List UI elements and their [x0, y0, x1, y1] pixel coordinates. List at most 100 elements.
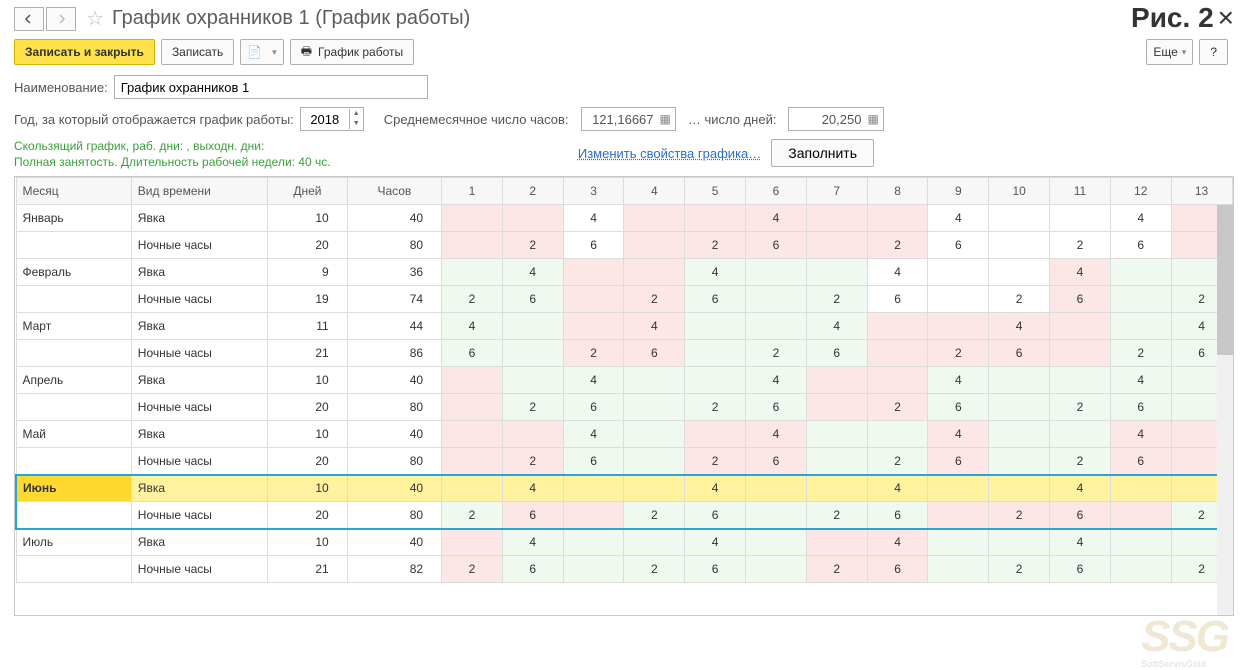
day-cell[interactable]	[502, 367, 563, 394]
day-cell[interactable]	[867, 340, 928, 367]
table-row[interactable]: МайЯвка10404444	[16, 421, 1232, 448]
col-header-day[interactable]: 9	[928, 178, 989, 205]
day-cell[interactable]: 4	[563, 421, 624, 448]
day-cell[interactable]: 4	[806, 313, 867, 340]
day-cell[interactable]	[563, 475, 624, 502]
day-cell[interactable]	[685, 313, 746, 340]
day-cell[interactable]	[928, 259, 989, 286]
day-cell[interactable]	[1110, 556, 1171, 583]
day-cell[interactable]	[1050, 421, 1111, 448]
day-cell[interactable]: 6	[502, 556, 563, 583]
table-row[interactable]: ФевральЯвка9364444	[16, 259, 1232, 286]
day-cell[interactable]	[1110, 313, 1171, 340]
day-cell[interactable]	[989, 232, 1050, 259]
calc-icon[interactable]: ▦	[867, 112, 878, 126]
year-up-icon[interactable]: ▲	[350, 109, 363, 119]
more-button[interactable]: Еще	[1146, 39, 1193, 65]
day-cell[interactable]: 2	[502, 394, 563, 421]
day-cell[interactable]	[624, 448, 685, 475]
day-cell[interactable]: 4	[1110, 367, 1171, 394]
day-cell[interactable]: 6	[806, 340, 867, 367]
day-cell[interactable]: 2	[624, 502, 685, 529]
day-cell[interactable]: 2	[1050, 394, 1111, 421]
day-cell[interactable]: 6	[867, 556, 928, 583]
day-cell[interactable]	[867, 313, 928, 340]
day-cell[interactable]	[867, 205, 928, 232]
day-cell[interactable]	[989, 421, 1050, 448]
day-cell[interactable]	[928, 475, 989, 502]
day-cell[interactable]	[806, 421, 867, 448]
day-cell[interactable]: 6	[563, 448, 624, 475]
day-cell[interactable]	[502, 205, 563, 232]
day-cell[interactable]: 2	[806, 286, 867, 313]
day-cell[interactable]: 2	[502, 232, 563, 259]
day-cell[interactable]	[867, 421, 928, 448]
col-header-day[interactable]: 4	[624, 178, 685, 205]
day-cell[interactable]: 4	[867, 529, 928, 556]
nav-back-button[interactable]	[14, 7, 44, 31]
day-cell[interactable]	[624, 367, 685, 394]
col-header-type[interactable]: Вид времени	[131, 178, 267, 205]
col-header-day[interactable]: 3	[563, 178, 624, 205]
day-cell[interactable]: 4	[746, 421, 807, 448]
day-cell[interactable]: 6	[867, 286, 928, 313]
col-header-day[interactable]: 7	[806, 178, 867, 205]
day-cell[interactable]	[746, 259, 807, 286]
day-cell[interactable]: 4	[746, 367, 807, 394]
table-row[interactable]: Ночные часы208026262626	[16, 394, 1232, 421]
table-row[interactable]: Ночные часы208026262626	[16, 232, 1232, 259]
day-cell[interactable]: 4	[867, 475, 928, 502]
day-cell[interactable]	[502, 313, 563, 340]
col-header-day[interactable]: 11	[1050, 178, 1111, 205]
day-cell[interactable]: 6	[685, 502, 746, 529]
day-cell[interactable]: 6	[502, 286, 563, 313]
day-cell[interactable]	[685, 367, 746, 394]
col-header-day[interactable]: 10	[989, 178, 1050, 205]
day-cell[interactable]	[563, 556, 624, 583]
day-cell[interactable]: 2	[685, 232, 746, 259]
day-cell[interactable]	[806, 232, 867, 259]
day-cell[interactable]: 6	[502, 502, 563, 529]
col-header-day[interactable]: 5	[685, 178, 746, 205]
day-cell[interactable]: 2	[624, 286, 685, 313]
day-cell[interactable]: 2	[989, 502, 1050, 529]
day-cell[interactable]	[685, 205, 746, 232]
day-cell[interactable]: 6	[928, 232, 989, 259]
day-cell[interactable]: 4	[685, 475, 746, 502]
schedule-grid[interactable]: МесяцВид времениДнейЧасов123456789101112…	[14, 176, 1234, 616]
day-cell[interactable]: 2	[624, 556, 685, 583]
col-header-day[interactable]: 13	[1171, 178, 1232, 205]
day-cell[interactable]	[442, 259, 503, 286]
day-cell[interactable]	[989, 448, 1050, 475]
table-row[interactable]: Ночные часы2182262626262	[16, 556, 1232, 583]
day-cell[interactable]	[442, 475, 503, 502]
day-cell[interactable]	[989, 205, 1050, 232]
day-cell[interactable]	[563, 502, 624, 529]
col-header-hours[interactable]: Часов	[347, 178, 441, 205]
day-cell[interactable]	[806, 529, 867, 556]
day-cell[interactable]: 2	[685, 448, 746, 475]
day-cell[interactable]: 2	[1110, 340, 1171, 367]
table-row[interactable]: Ночные часы2080262626262	[16, 502, 1232, 529]
year-input[interactable]	[301, 108, 349, 130]
day-cell[interactable]: 4	[867, 259, 928, 286]
col-header-day[interactable]: 2	[502, 178, 563, 205]
col-header-days[interactable]: Дней	[268, 178, 348, 205]
year-spinner[interactable]: ▲▼	[300, 107, 364, 131]
day-cell[interactable]: 6	[685, 286, 746, 313]
day-cell[interactable]	[442, 232, 503, 259]
table-row[interactable]: ИюльЯвка10404444	[16, 529, 1232, 556]
day-cell[interactable]	[442, 448, 503, 475]
day-cell[interactable]: 6	[1110, 394, 1171, 421]
day-cell[interactable]	[1050, 205, 1111, 232]
day-cell[interactable]	[442, 394, 503, 421]
day-cell[interactable]	[624, 394, 685, 421]
day-cell[interactable]	[685, 421, 746, 448]
day-cell[interactable]: 4	[928, 367, 989, 394]
day-cell[interactable]: 4	[563, 367, 624, 394]
day-cell[interactable]	[624, 475, 685, 502]
day-cell[interactable]	[1110, 475, 1171, 502]
day-cell[interactable]: 6	[1110, 448, 1171, 475]
day-cell[interactable]	[746, 529, 807, 556]
day-cell[interactable]: 2	[685, 394, 746, 421]
